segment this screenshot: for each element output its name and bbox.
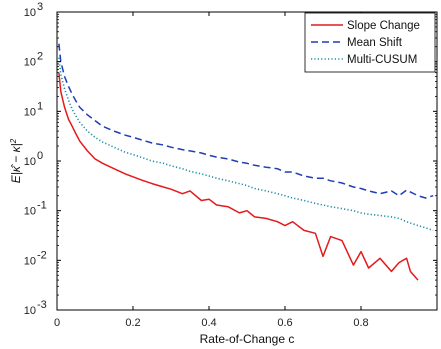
y-tick-exponent: -2	[37, 249, 47, 261]
x-axis-label: Rate-of-Change c	[200, 332, 295, 346]
y-tick-exponent: 1	[37, 100, 43, 112]
y-tick-label: 10	[24, 57, 36, 69]
x-tick-label: 0.2	[125, 317, 140, 329]
y-tick-label: 10	[24, 7, 36, 19]
y-tick-exponent: -1	[37, 200, 47, 212]
y-axis-label: E|κ̂ − κ|2	[9, 138, 24, 183]
y-tick-exponent: -3	[37, 299, 47, 311]
y-tick-label: 10	[24, 206, 36, 218]
y-axis-label-text: E|κ̂ − κ|2	[9, 138, 24, 183]
x-tick-label: 0.6	[277, 317, 292, 329]
y-tick-label: 10	[24, 156, 36, 168]
x-tick-label: 0.8	[353, 317, 368, 329]
y-tick-exponent: 3	[37, 1, 43, 13]
y-tick-label: 10	[24, 305, 36, 317]
legend-label-mean-shift: Mean Shift	[347, 37, 403, 49]
legend-label-multi-cusum: Multi-CUSUM	[347, 54, 417, 66]
y-tick-exponent: 2	[37, 51, 43, 63]
y-tick-exponent: 0	[37, 150, 43, 162]
y-tick-label: 10	[24, 106, 36, 118]
x-tick-label: 0	[54, 317, 60, 329]
series-line-slope-change	[58, 72, 419, 281]
y-tick-label: 10	[24, 255, 36, 267]
series-line-mean-shift	[58, 43, 434, 199]
legend-label-slope-change: Slope Change	[347, 20, 420, 32]
x-tick-label: 0.4	[201, 317, 216, 329]
